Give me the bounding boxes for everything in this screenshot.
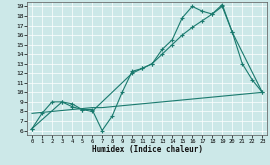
X-axis label: Humidex (Indice chaleur): Humidex (Indice chaleur)	[92, 145, 203, 154]
